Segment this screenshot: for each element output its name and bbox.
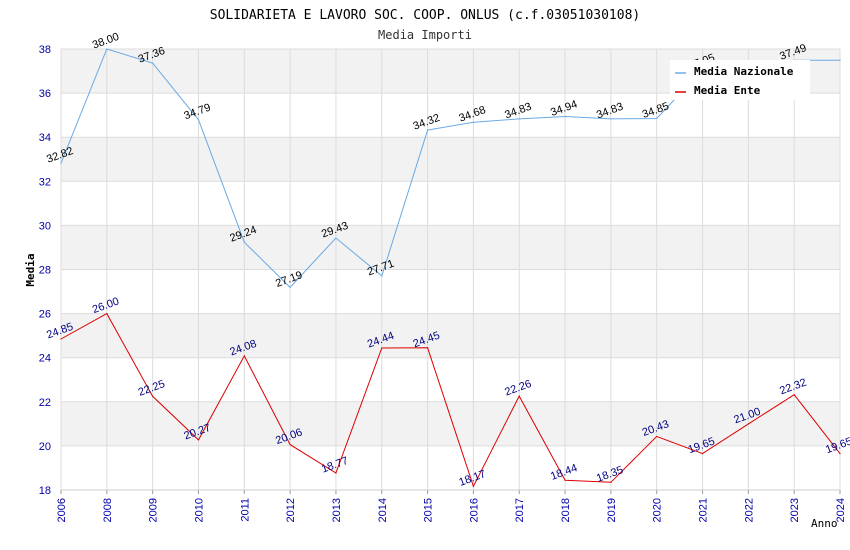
chart-title: SOLIDARIETA E LAVORO SOC. COOP. ONLUS (c… bbox=[210, 8, 640, 23]
x-tick-label: 2009 bbox=[148, 498, 160, 522]
x-tick-label: 2014 bbox=[377, 498, 389, 522]
data-point-media-nazionale bbox=[656, 117, 658, 120]
data-point-media-nazionale bbox=[106, 48, 108, 50]
data-point-media-ente bbox=[243, 355, 245, 357]
legend-label-media-ente: Media Ente bbox=[694, 84, 761, 97]
data-point-media-nazionale bbox=[289, 286, 291, 288]
data-point-media-ente bbox=[518, 395, 520, 397]
data-point-media-ente bbox=[656, 435, 658, 438]
x-tick-label: 2017 bbox=[514, 498, 526, 522]
data-point-media-ente bbox=[426, 347, 429, 349]
data-point-media-nazionale bbox=[381, 275, 383, 277]
data-point-media-ente bbox=[793, 394, 795, 396]
x-tick-label: 2018 bbox=[560, 498, 572, 522]
x-tick-label: 2012 bbox=[285, 498, 297, 522]
plot-band bbox=[61, 137, 840, 182]
data-point-media-nazionale bbox=[518, 118, 520, 120]
y-tick-label: 26 bbox=[39, 309, 51, 321]
y-tick-label: 20 bbox=[39, 441, 51, 453]
data-point-media-ente bbox=[701, 453, 704, 455]
legend-box bbox=[670, 60, 810, 100]
x-tick-label: 2010 bbox=[193, 498, 205, 522]
y-axis-label: Media bbox=[24, 253, 37, 286]
data-point-media-nazionale bbox=[197, 119, 200, 121]
legend: Media Nazionale Media Ente bbox=[670, 60, 810, 100]
x-tick-label: 2020 bbox=[652, 498, 664, 522]
x-tick-label: 2008 bbox=[102, 498, 114, 522]
data-point-media-ente bbox=[289, 443, 291, 446]
x-tick-label: 2006 bbox=[56, 498, 68, 522]
legend-label-media-nazionale: Media Nazionale bbox=[694, 65, 794, 78]
data-point-media-ente bbox=[197, 439, 200, 441]
data-point-media-ente bbox=[747, 423, 749, 425]
x-tick-label: 2011 bbox=[239, 498, 251, 522]
data-point-media-ente bbox=[60, 338, 62, 340]
data-point-media-nazionale bbox=[472, 121, 475, 123]
plot-band bbox=[61, 357, 840, 402]
data-point-media-ente bbox=[335, 472, 337, 474]
plot-band bbox=[61, 313, 840, 358]
data-point-media-ente bbox=[381, 347, 383, 349]
x-tick-label: 2016 bbox=[468, 498, 480, 522]
x-tick-label: 2023 bbox=[789, 498, 801, 522]
y-tick-label: 28 bbox=[39, 265, 51, 277]
data-point-media-ente bbox=[106, 313, 108, 315]
x-tick-label: 2019 bbox=[606, 498, 618, 522]
data-point-media-nazionale bbox=[335, 237, 337, 239]
plot-band bbox=[61, 181, 840, 226]
y-tick-label: 34 bbox=[39, 132, 51, 144]
data-point-media-ente bbox=[610, 481, 612, 483]
x-axis-ticks: 2006 2008 2009 2010 2011 2012 2013 2014 2015 2016… bbox=[56, 498, 847, 522]
y-tick-label: 18 bbox=[39, 485, 51, 497]
x-tick-label: 2015 bbox=[423, 498, 435, 522]
data-point-media-nazionale bbox=[426, 129, 429, 131]
data-point-media-ente bbox=[152, 395, 154, 397]
plot-bands bbox=[61, 49, 840, 490]
data-point-media-nazionale bbox=[152, 62, 154, 64]
x-tick-label: 2024 bbox=[835, 498, 847, 522]
plot-band bbox=[61, 225, 840, 270]
data-point-media-ente bbox=[564, 479, 566, 481]
y-tick-label: 24 bbox=[39, 353, 51, 365]
plot-band bbox=[61, 401, 840, 446]
data-point-media-nazionale bbox=[564, 115, 566, 118]
x-tick-label: 2022 bbox=[743, 498, 755, 522]
series-line-media-ente bbox=[60, 312, 841, 488]
data-label-media-nazionale: 38.00 bbox=[91, 31, 121, 52]
y-tick-label: 38 bbox=[39, 44, 51, 56]
grid-lines bbox=[60, 48, 841, 494]
x-axis-label: Anno bbox=[811, 517, 838, 530]
data-point-media-nazionale bbox=[243, 241, 245, 243]
y-tick-label: 36 bbox=[39, 88, 51, 100]
data-point-media-nazionale bbox=[60, 162, 62, 164]
x-tick-label: 2013 bbox=[331, 498, 343, 522]
data-point-media-nazionale bbox=[839, 59, 841, 61]
chart-subtitle: Media Importi bbox=[378, 28, 472, 42]
y-tick-label: 32 bbox=[39, 176, 51, 188]
x-tick-label: 2021 bbox=[698, 498, 710, 522]
y-tick-label: 22 bbox=[39, 397, 51, 409]
plot-band bbox=[61, 445, 840, 490]
plot-band bbox=[61, 93, 840, 138]
data-point-media-ente bbox=[839, 453, 841, 455]
y-axis-ticks: 18 20 22 24 26 28 30 32 34 36 38 bbox=[39, 44, 51, 497]
data-point-media-nazionale bbox=[610, 118, 612, 120]
plot-band bbox=[61, 269, 840, 314]
y-tick-label: 30 bbox=[39, 220, 51, 232]
data-point-media-ente bbox=[472, 485, 475, 487]
